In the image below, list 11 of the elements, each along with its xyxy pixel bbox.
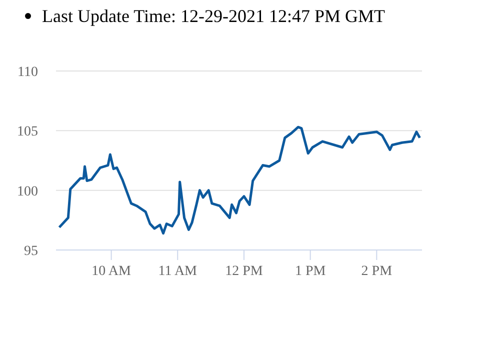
x-tick-label: 1 PM — [294, 264, 326, 279]
y-tick-label: 105 — [17, 124, 38, 140]
line-series — [58, 126, 422, 235]
x-tick-label: 11 AM — [158, 264, 198, 279]
x-tick-label: 2 PM — [361, 264, 393, 279]
chart-title: Last Update Time: 12-29-2021 12:47 PM GMT — [42, 6, 386, 26]
y-tick-label: 110 — [18, 65, 38, 80]
x-tick-label: 10 AM — [92, 264, 132, 279]
x-tick-label: 12 PM — [225, 264, 264, 279]
y-tick-label: 100 — [17, 184, 38, 200]
y-tick-label: 95 — [24, 244, 38, 259]
